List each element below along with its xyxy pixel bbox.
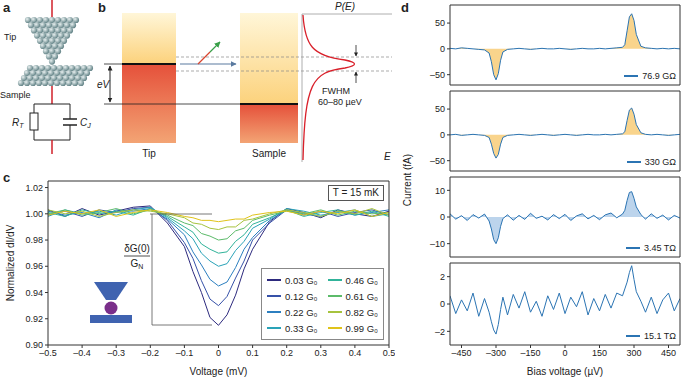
html-text:15.1 TΩ: 15.1 TΩ (643, 331, 676, 341)
svg-text:–0.5: –0.5 (39, 348, 57, 359)
svg-text:Sample: Sample (0, 90, 31, 100)
svg-text:Normalized dI/dV: Normalized dI/dV (5, 224, 16, 301)
svg-text:–0.1: –0.1 (176, 348, 194, 358)
html-text:0.03 G₀: 0.03 G₀ (285, 274, 318, 286)
svg-text:150: 150 (592, 348, 607, 358)
svg-text:0.5: 0.5 (383, 348, 395, 358)
svg-text:P(E): P(E) (335, 1, 355, 12)
svg-text:300: 300 (626, 348, 641, 358)
svg-text:RT: RT (12, 117, 24, 129)
svg-text:0.90: 0.90 (25, 340, 43, 350)
svg-text:450: 450 (661, 348, 676, 358)
svg-text:–0.3: –0.3 (107, 348, 125, 358)
svg-text:50: 50 (435, 18, 445, 28)
svg-text:FWHM: FWHM (322, 86, 350, 96)
svg-text:–0.2: –0.2 (142, 348, 160, 358)
svg-text:–2: –2 (435, 327, 445, 337)
svg-text:–300: –300 (486, 348, 506, 358)
svg-text:–450: –450 (451, 348, 471, 358)
svg-text:0: 0 (440, 130, 445, 140)
svg-text:–10: –10 (430, 239, 445, 249)
svg-text:–0.4: –0.4 (73, 348, 91, 358)
html-text:0.12 G₀: 0.12 G₀ (285, 290, 318, 302)
html-text:c: c (3, 170, 11, 185)
html-text:0.61 G₀: 0.61 G₀ (345, 290, 378, 302)
svg-text:2: 2 (440, 272, 445, 282)
svg-text:0: 0 (440, 212, 445, 222)
html-text:0.82 G₀: 0.82 G₀ (345, 306, 378, 318)
svg-text:0: 0 (440, 44, 445, 54)
svg-text:Tip: Tip (142, 148, 156, 159)
svg-text:0.94: 0.94 (25, 288, 43, 298)
svg-text:10: 10 (435, 186, 445, 196)
html-text:d: d (401, 0, 409, 15)
svg-text:b: b (98, 0, 106, 15)
svg-text:Bias voltage (µV): Bias voltage (µV) (527, 366, 603, 377)
svg-text:60–80 µeV: 60–80 µeV (318, 97, 362, 107)
html-text:3.45 TΩ: 3.45 TΩ (643, 243, 676, 253)
html-text:0.46 G₀: 0.46 G₀ (345, 274, 378, 286)
svg-text:0.4: 0.4 (349, 348, 362, 358)
svg-text:Voltage (mV): Voltage (mV) (190, 366, 248, 377)
svg-text:Sample: Sample (252, 148, 286, 159)
svg-text:1.00: 1.00 (25, 209, 43, 219)
svg-text:Current (fA): Current (fA) (402, 154, 413, 206)
html-text:0.22 G₀: 0.22 G₀ (285, 306, 318, 318)
html-text:0.99 G₀: 0.99 G₀ (345, 322, 378, 334)
svg-text:δG(0): δG(0) (124, 243, 150, 254)
html-text:T = 15 mK: T = 15 mK (332, 187, 379, 198)
svg-text:GN: GN (131, 258, 144, 270)
svg-text:E: E (384, 151, 391, 162)
svg-text:0: 0 (216, 348, 221, 358)
svg-text:50: 50 (435, 104, 445, 114)
svg-text:–150: –150 (520, 348, 540, 358)
svg-text:a: a (3, 0, 11, 15)
svg-text:eV: eV (97, 79, 111, 90)
svg-text:0: 0 (562, 348, 567, 358)
svg-text:–50: –50 (430, 70, 445, 80)
svg-text:0.98: 0.98 (25, 235, 43, 245)
svg-text:CJ: CJ (80, 117, 91, 129)
svg-text:0: 0 (440, 299, 445, 309)
svg-text:0.96: 0.96 (25, 261, 43, 271)
html-text:0.33 G₀: 0.33 G₀ (285, 322, 318, 334)
svg-text:–50: –50 (430, 156, 445, 166)
svg-text:0.1: 0.1 (246, 348, 259, 358)
svg-text:0.92: 0.92 (25, 314, 43, 324)
svg-text:0.3: 0.3 (315, 348, 328, 358)
svg-text:1.02: 1.02 (25, 183, 43, 193)
svg-text:0.2: 0.2 (280, 348, 293, 358)
svg-text:Tip: Tip (4, 32, 16, 42)
html-text:330 GΩ: 330 GΩ (644, 157, 676, 167)
html-text:76.9 GΩ: 76.9 GΩ (642, 71, 676, 81)
